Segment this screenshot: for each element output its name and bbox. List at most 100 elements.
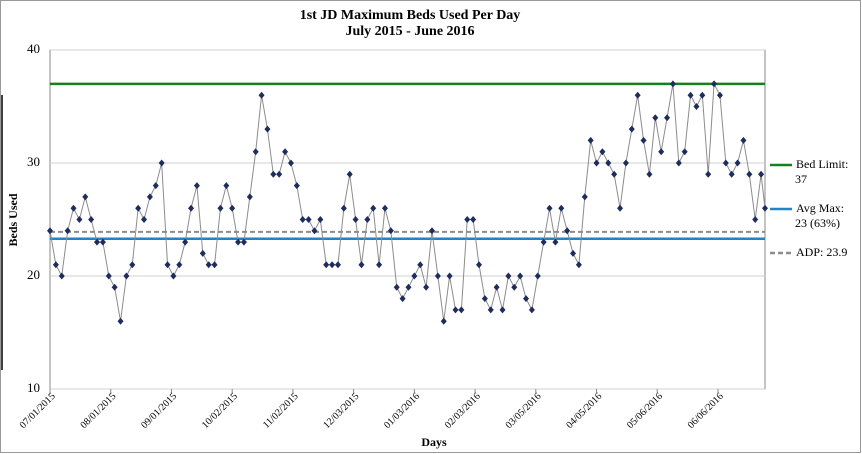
data-point <box>762 204 768 212</box>
data-point <box>587 136 594 144</box>
data-point <box>211 261 218 269</box>
data-point <box>346 170 353 178</box>
data-point <box>252 148 259 156</box>
data-point <box>652 114 659 122</box>
data-point <box>399 295 406 303</box>
x-axis-label: Days <box>421 435 447 449</box>
data-point <box>99 238 106 246</box>
data-point <box>329 261 336 269</box>
data-point <box>411 272 418 280</box>
data-point <box>317 216 324 223</box>
data-point <box>276 170 283 178</box>
data-point <box>340 204 347 212</box>
data-point <box>64 227 71 235</box>
data-point <box>282 148 289 156</box>
data-point <box>146 193 153 201</box>
data-point <box>752 216 759 223</box>
data-point <box>493 283 500 291</box>
data-point <box>381 204 388 212</box>
data-point <box>581 193 588 201</box>
data-point <box>552 238 559 246</box>
data-point <box>605 159 612 167</box>
data-point <box>758 170 765 178</box>
data-point <box>223 182 230 190</box>
legend-label: Bed Limit: 37 <box>795 157 848 186</box>
data-point <box>293 182 300 190</box>
data-point <box>658 148 665 156</box>
data-point <box>240 238 247 246</box>
data-point <box>334 261 341 269</box>
data-point <box>558 204 565 212</box>
data-point <box>47 227 53 235</box>
data-point <box>352 216 359 223</box>
data-point <box>258 91 265 99</box>
data-point <box>517 272 524 280</box>
data-point <box>669 80 676 88</box>
data-point <box>646 170 653 178</box>
data-point <box>434 272 441 280</box>
data-point <box>481 295 488 303</box>
data-point <box>235 238 242 246</box>
data-point <box>370 204 377 212</box>
data-point <box>540 238 547 246</box>
data-point <box>534 272 541 280</box>
data-point <box>376 261 383 269</box>
data-point <box>358 261 365 269</box>
data-point <box>217 204 224 212</box>
data-point <box>264 125 271 133</box>
data-point <box>440 317 447 325</box>
data-point <box>246 193 253 201</box>
data-point <box>487 306 494 314</box>
data-point <box>628 125 635 133</box>
data-point <box>205 261 212 269</box>
data-point <box>176 261 183 269</box>
y-tick-label: 20 <box>27 267 40 282</box>
data-point <box>152 182 159 190</box>
legend-label: ADP: 23.9 <box>796 245 847 259</box>
data-point <box>570 249 577 257</box>
data-point <box>699 91 706 99</box>
data-point <box>575 261 582 269</box>
data-point <box>728 170 735 178</box>
data-point <box>387 227 394 235</box>
data-point <box>229 204 236 212</box>
data-point <box>740 136 747 144</box>
data-point <box>129 261 136 269</box>
data-point <box>464 216 471 223</box>
data-point <box>499 306 506 314</box>
data-point <box>111 283 118 291</box>
data-point <box>417 261 424 269</box>
data-point <box>611 170 618 178</box>
data-point <box>299 216 306 223</box>
data-point <box>746 170 753 178</box>
data-point <box>199 249 206 257</box>
data-point <box>364 216 371 223</box>
data-point <box>135 204 142 212</box>
y-tick-label: 40 <box>27 41 40 56</box>
data-point <box>734 159 741 167</box>
data-point <box>94 238 101 246</box>
data-point <box>705 170 712 178</box>
data-point <box>564 227 571 235</box>
data-point <box>452 306 459 314</box>
data-point <box>52 261 59 269</box>
data-point <box>105 272 112 280</box>
data-point <box>123 272 130 280</box>
data-point <box>722 159 729 167</box>
data-point <box>476 261 482 269</box>
legend-label: Avg Max: 23 (63%) <box>795 201 844 230</box>
data-point <box>528 306 535 314</box>
data-point <box>523 295 530 303</box>
data-point <box>711 80 718 88</box>
data-point <box>617 204 624 212</box>
data-point <box>511 283 518 291</box>
data-point <box>141 216 148 223</box>
data-point <box>188 204 195 212</box>
data-point <box>76 216 83 223</box>
data-point <box>270 170 277 178</box>
data-point <box>164 261 171 269</box>
data-point <box>117 317 124 325</box>
data-point <box>182 238 189 246</box>
